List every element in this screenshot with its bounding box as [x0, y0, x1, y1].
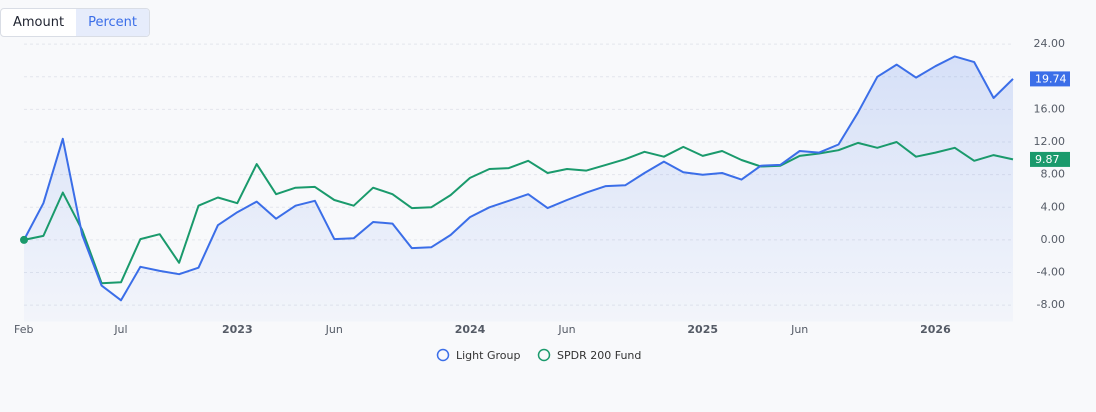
x-tick-label: Jun — [557, 323, 575, 336]
view-toggle: Amount Percent — [0, 8, 151, 37]
x-tick-label: Feb — [14, 323, 33, 336]
last-value-label: 9.87 — [1035, 153, 1060, 166]
area — [24, 56, 1013, 322]
y-tick-label: 0.00 — [1041, 233, 1066, 246]
legend-marker — [436, 348, 450, 362]
x-tick-label: Jun — [325, 323, 343, 336]
y-tick-label: 24.00 — [1034, 37, 1066, 50]
legend-label: Light Group — [456, 349, 520, 362]
y-tick-label: 4.00 — [1041, 200, 1066, 213]
x-tick-label: 2026 — [920, 323, 951, 336]
toggle-button[interactable]: Amount — [13, 15, 65, 30]
line — [23, 55, 1014, 302]
x-tick-label: 2025 — [687, 323, 718, 336]
legend-label: SPDR 200 Fund — [557, 349, 641, 362]
line — [23, 141, 1014, 285]
y-tick-label: 12.00 — [1034, 135, 1066, 148]
legend-marker — [537, 348, 551, 362]
x-tick-label: Jun — [790, 323, 808, 336]
y-tick-label: 8.00 — [1041, 168, 1066, 181]
y-tick-label: -4.00 — [1037, 266, 1065, 279]
y-tick-label: -8.00 — [1037, 298, 1065, 311]
toggle-button[interactable]: Percent — [76, 9, 150, 36]
x-tick-label: 2024 — [455, 323, 486, 336]
x-tick-label: Jul — [113, 323, 127, 336]
value-badge — [1030, 151, 1070, 167]
start-dot — [20, 235, 28, 244]
value-badge — [1030, 71, 1070, 87]
last-value-label: 19.74 — [1035, 72, 1067, 85]
x-tick-label: 2023 — [222, 323, 253, 336]
y-tick-label: 16.00 — [1034, 102, 1066, 115]
